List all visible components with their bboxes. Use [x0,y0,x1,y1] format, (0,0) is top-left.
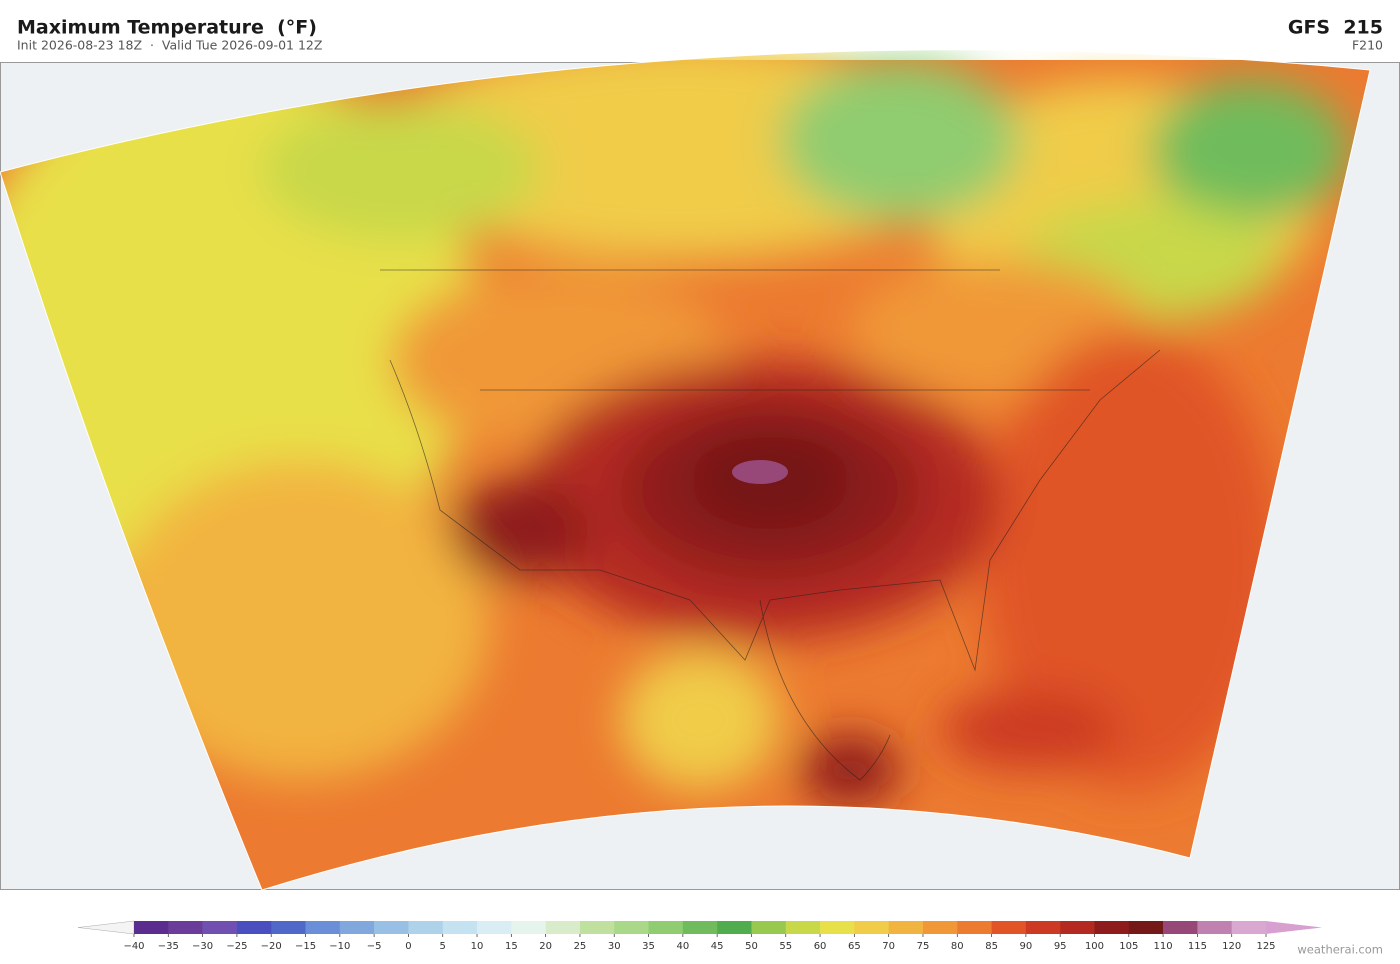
model-label: GFS 215 [1288,17,1383,39]
colorbar-bin [442,921,478,934]
colorbar-bin [751,921,787,934]
colorbar-bin [271,921,306,934]
colorbar-tick-label: 40 [676,941,689,952]
colorbar-bin [888,921,924,934]
colorbar-bin [785,921,821,934]
colorbar-tick-label: 110 [1154,941,1173,952]
colorbar-tick-label: 55 [779,941,792,952]
colorbar-bin [1197,921,1232,934]
colorbar-tick-label: −5 [367,941,382,952]
colorbar-tick-label: 5 [440,941,446,952]
colorbar-under [77,920,135,935]
colorbar-bin [820,921,855,934]
colorbar-tick-label: 30 [608,941,621,952]
colorbar-tick-label: 60 [814,941,827,952]
colorbar-bin [477,921,512,934]
map-title: Maximum Temperature (°F) [17,17,317,39]
colorbar-tick-label: 115 [1188,941,1207,952]
colorbar-tick-label: 25 [574,941,587,952]
colorbar-tick-label: 105 [1119,941,1138,952]
colorbar-bin [374,921,409,934]
colorbar-bin [545,921,581,934]
colorbar-bin [922,921,958,934]
colorbar-tick-label: 50 [745,941,758,952]
colorbar-tick-label: −35 [158,941,179,952]
colorbar-bin [202,921,238,934]
colorbar-tick-label: 95 [1054,941,1067,952]
colorbar-tick-label: 120 [1222,941,1241,952]
colorbar-tick-label: −30 [192,941,213,952]
colorbar-tick-label: 90 [1020,941,1033,952]
colorbar-tick-label: 0 [405,941,411,952]
colorbar-bin [579,921,615,934]
colorbar-bin [305,921,341,934]
colorbar-bin [1094,921,1130,934]
colorbar-bin [1025,921,1061,934]
colorbar-bin [168,921,203,934]
colorbar-bin [339,921,375,934]
colorbar-bin [854,921,889,934]
colorbar-tick-label: 20 [539,941,552,952]
colorbar-bin [1231,921,1267,934]
colorbar-bin [134,921,169,934]
colorbar-tick-label: 10 [471,941,484,952]
colorbar-tick-label: −20 [261,941,282,952]
colorbar-bin [991,921,1027,934]
colorbar-tick-label: 85 [985,941,998,952]
colorbar-tick-label: 100 [1085,941,1104,952]
colorbar-tick-label: 45 [711,941,724,952]
domain-outline [0,49,1371,891]
colorbar-bin [511,921,546,934]
colorbar-bin [957,921,992,934]
colorbar-tick-label: −40 [123,941,144,952]
colorbar-over [1266,921,1322,934]
colorbar-tick-label: −25 [226,941,247,952]
temperature-field [0,49,1370,890]
colorbar-tick-label: 70 [882,941,895,952]
colorbar-bin [408,921,444,934]
coastlines [380,269,1161,781]
colorbar-bin [682,921,718,934]
colorbar-tick-label: 65 [848,941,861,952]
colorbar-bin [717,921,752,934]
colorbar-tick-label: −10 [329,941,350,952]
colorbar-bin [648,921,684,934]
colorbar-tick-label: 35 [642,941,655,952]
colorbar-tick-label: −15 [295,941,316,952]
colorbar-tick-label: 75 [917,941,930,952]
colorbar-tick-label: 125 [1256,941,1275,952]
map-subtitle: Init 2026-08-23 18Z · Valid Tue 2026-09-… [17,38,322,53]
colorbar-bin [236,921,272,934]
credit: weatherai.com [1297,943,1383,957]
colorbar-bin [1163,921,1198,934]
colorbar-tick-label: 15 [505,941,518,952]
colorbar-bin [1060,921,1095,934]
colorbar-bin [614,921,649,934]
colorbar-bin [1128,921,1164,934]
colorbar: −40 −35 −30 −25 −20 −15 −10 −5 0 5 10 15 20 25 30 35 40 4… [77,920,1322,952]
forecast-hour: F210 [1352,38,1383,53]
map [0,49,1400,891]
colorbar-tick-label: 80 [951,941,964,952]
